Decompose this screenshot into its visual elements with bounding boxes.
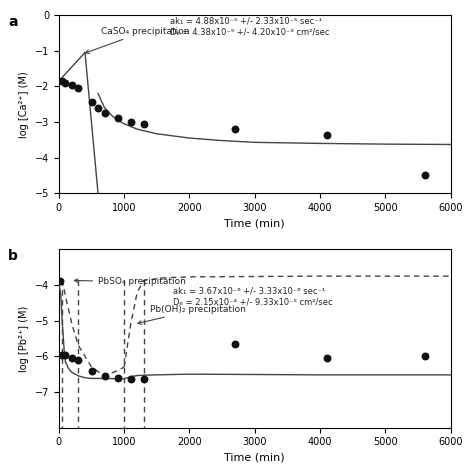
Point: [101, 109, 109, 117]
Point: [75, 356, 82, 364]
Point: [58, 77, 66, 85]
Point: [140, 376, 147, 383]
Point: [101, 372, 109, 380]
Point: [421, 172, 428, 179]
Point: [231, 125, 239, 133]
X-axis label: Time (min): Time (min): [225, 453, 285, 463]
Text: ak₁ = 4.88x10⁻⁵ +/- 2.33x10⁻⁵ sec⁻¹
Dₑ = 4.38x10⁻⁹ +/- 4.20x10⁻⁹ cm²/sec: ak₁ = 4.88x10⁻⁵ +/- 2.33x10⁻⁵ sec⁻¹ Dₑ =…: [170, 17, 329, 36]
Point: [323, 131, 330, 138]
Text: ak₁ = 3.67x10⁻⁶ +/- 3.33x10⁻⁶ sec⁻¹
Dₑ = 2.15x10⁻⁴ +/- 9.33x10⁻⁵ cm²/sec: ak₁ = 3.67x10⁻⁶ +/- 3.33x10⁻⁶ sec⁻¹ Dₑ =…: [173, 287, 333, 306]
X-axis label: Time (min): Time (min): [225, 219, 285, 228]
Point: [62, 79, 69, 87]
Y-axis label: log [Pb²⁺] (M): log [Pb²⁺] (M): [19, 305, 29, 372]
Point: [68, 81, 76, 88]
Point: [88, 367, 95, 374]
Text: a: a: [8, 15, 18, 29]
Point: [58, 351, 66, 358]
Text: b: b: [8, 249, 18, 264]
Point: [114, 374, 121, 382]
Point: [127, 118, 135, 126]
Point: [75, 84, 82, 92]
Point: [114, 115, 121, 122]
Point: [62, 351, 69, 358]
Point: [231, 340, 239, 347]
Point: [56, 278, 64, 285]
Point: [127, 376, 135, 383]
Point: [88, 99, 95, 106]
Point: [94, 104, 102, 111]
Text: CaSO₄ precipitation: CaSO₄ precipitation: [85, 27, 190, 54]
Text: PbSO₄ precipitation: PbSO₄ precipitation: [74, 277, 186, 286]
Y-axis label: log [Ca²⁺] (M): log [Ca²⁺] (M): [19, 71, 29, 137]
Point: [421, 353, 428, 360]
Point: [323, 355, 330, 362]
Point: [140, 120, 147, 128]
Text: Pb(OH)₂ precipitation: Pb(OH)₂ precipitation: [138, 305, 246, 324]
Point: [68, 355, 76, 362]
